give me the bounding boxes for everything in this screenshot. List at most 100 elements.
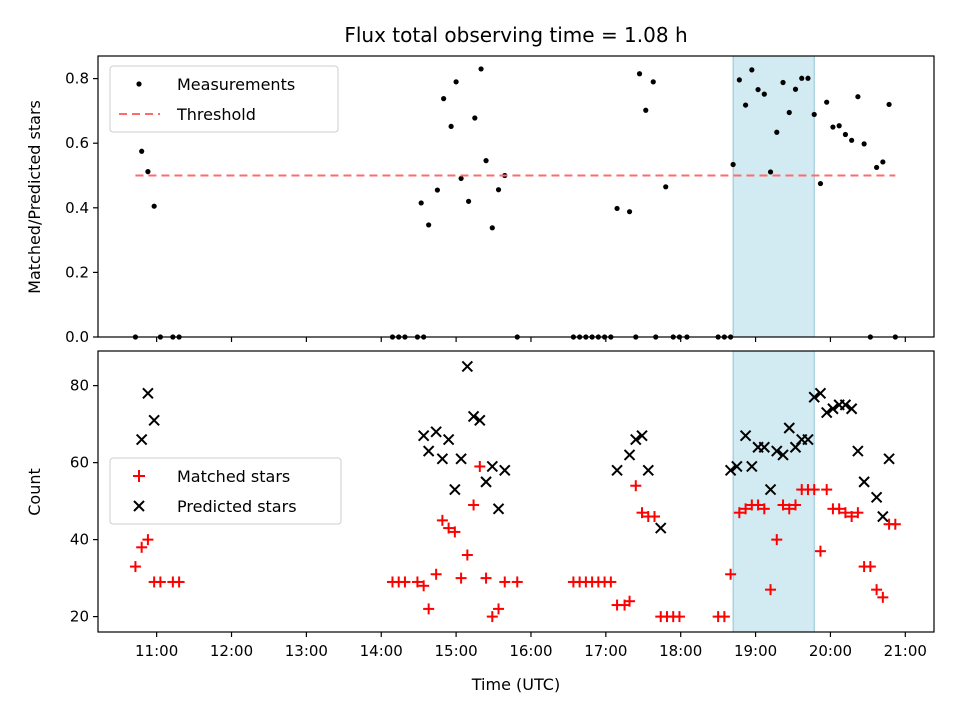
x-tick-label: 21:00	[884, 642, 927, 660]
predicted-star-point	[142, 387, 154, 400]
legend-label-measurements: Measurements	[177, 75, 295, 94]
matched-star-point	[455, 572, 467, 584]
top-legend-box	[109, 65, 339, 133]
predicted-star-point	[486, 460, 498, 473]
measurement-point	[650, 79, 656, 85]
measurement-point	[874, 164, 880, 171]
matched-star-point	[740, 503, 752, 515]
y-tick-label: 80	[70, 377, 89, 395]
predicted-star-point	[148, 414, 160, 426]
matched-star-point	[493, 603, 505, 615]
predicted-star-point	[789, 441, 802, 453]
top-axes-frame	[97, 55, 935, 338]
x-tick-label: 19:00	[734, 642, 777, 660]
chart-title: Flux total observing time = 1.08 h	[344, 23, 687, 47]
predicted-star-point	[430, 426, 442, 438]
measurement-point	[458, 175, 464, 182]
measurement-point	[448, 123, 454, 130]
predicted-star-point	[474, 414, 486, 426]
predicted-star-point	[877, 510, 889, 523]
matched-star-point	[399, 576, 411, 588]
measurement-point	[145, 169, 151, 175]
matched-star-point	[624, 595, 636, 607]
predicted-star-point	[883, 453, 895, 465]
predicted-star-point	[417, 429, 430, 442]
bottom-y-axis-label: Count	[25, 468, 44, 516]
matched-star-point	[808, 484, 820, 496]
matched-star-point	[846, 511, 858, 523]
measurement-point	[478, 66, 484, 72]
predicted-star-point	[724, 464, 737, 477]
measurement-point	[767, 169, 774, 175]
matched-star-point	[449, 526, 461, 538]
measurement-point	[786, 109, 792, 116]
predicted-star-point	[499, 464, 511, 477]
measurement-point	[780, 79, 786, 86]
predicted-star-point	[802, 433, 814, 446]
y-tick-label: 0.4	[65, 199, 89, 217]
measurement-point	[855, 94, 861, 100]
x-tick-label: 11:00	[135, 642, 178, 660]
measurement-point	[453, 79, 459, 85]
measurement-point	[151, 203, 157, 209]
measurement-point	[483, 158, 489, 164]
predicted-star-point	[642, 464, 654, 477]
x-tick-label: 14:00	[360, 642, 403, 660]
predicted-star-point	[480, 476, 492, 488]
predicted-star-point	[455, 453, 467, 465]
predicted-star-point	[636, 429, 648, 442]
legend-marker-measurements	[136, 81, 142, 87]
measurement-point	[805, 75, 811, 81]
matched-star-point	[864, 561, 876, 573]
measurement-point	[418, 200, 424, 206]
matched-star-point	[468, 499, 480, 511]
matched-star-point	[430, 568, 442, 580]
measurement-point	[842, 131, 849, 138]
predicted-star-point	[655, 522, 667, 534]
matched-star-point	[499, 576, 511, 588]
matched-star-point	[142, 534, 154, 546]
predicted-star-point	[783, 422, 795, 434]
matched-star-point	[605, 576, 617, 588]
predicted-star-point	[852, 445, 864, 457]
matched-star-point	[649, 511, 661, 523]
measurement-point	[626, 209, 633, 215]
measurement-point	[886, 101, 892, 108]
predicted-star-point	[764, 483, 777, 496]
predicted-star-point	[492, 503, 505, 515]
predicted-star-point	[808, 391, 820, 403]
x-tick-label: 20:00	[809, 642, 852, 660]
predicted-star-point	[845, 403, 858, 415]
measurement-point	[811, 111, 817, 118]
predicted-star-point	[467, 410, 480, 423]
matched-star-point	[486, 611, 498, 623]
x-axis-label: Time (UTC)	[471, 675, 560, 694]
matched-star-point	[436, 514, 448, 526]
measurement-point	[730, 161, 736, 168]
measurement-point	[139, 148, 145, 154]
matched-star-point	[154, 576, 166, 588]
matched-star-point	[758, 503, 770, 515]
matched-star-point	[771, 534, 783, 546]
top-legend: Measurements Threshold	[109, 65, 339, 133]
predicted-star-point	[731, 460, 743, 473]
measurement-point	[799, 75, 805, 81]
measurement-point	[761, 91, 767, 97]
predicted-star-point	[777, 449, 789, 461]
measurement-point	[426, 222, 432, 228]
x-tick-label: 16:00	[509, 642, 552, 660]
measurement-point	[880, 159, 886, 165]
bottom-y-ticks: 20 40 60 80	[70, 377, 98, 626]
matched-star-point	[821, 484, 833, 496]
matched-star-point	[630, 480, 642, 492]
x-tick-label: 18:00	[659, 642, 702, 660]
matched-star-point	[636, 507, 648, 519]
matched-star-point	[718, 611, 730, 623]
matched-star-point	[871, 584, 883, 596]
top-y-axis-label: Matched/Predicted stars	[25, 100, 44, 294]
predicted-star-point	[820, 406, 833, 419]
measurement-point	[755, 86, 761, 93]
x-tick-label: 17:00	[584, 642, 627, 660]
